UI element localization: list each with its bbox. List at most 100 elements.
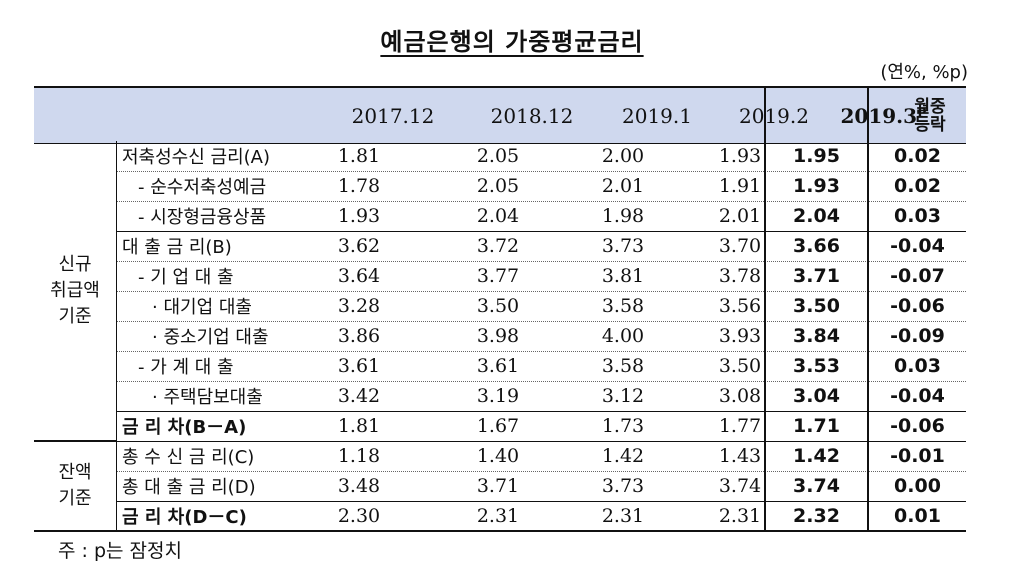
value-cell: 3.42	[337, 385, 381, 407]
change-value-cell: -0.04	[890, 235, 945, 257]
value-cell: 1.67	[476, 415, 520, 437]
row-label: 총 수 신 금 리(C)	[122, 447, 255, 468]
col-header-2019-1: 2019.1	[622, 103, 692, 128]
value-cell: 3.56	[718, 295, 762, 317]
value-cell: 1.81	[337, 415, 381, 437]
value-cell: 3.70	[718, 235, 762, 257]
row-label: · 대기업 대출	[152, 297, 252, 318]
value-cell: 4.00	[601, 325, 645, 347]
current-value-cell: 3.53	[793, 355, 840, 377]
value-cell: 2.30	[337, 505, 381, 527]
change-value-cell: 0.02	[894, 145, 941, 167]
row-divider	[116, 381, 966, 382]
value-cell: 2.01	[718, 205, 762, 227]
table-header: 2017.12 2018.12 2019.1 2019.2 2019.3ᴾ 월중…	[34, 86, 966, 144]
value-cell: 3.12	[601, 385, 645, 407]
current-value-cell: 1.93	[793, 175, 840, 197]
change-value-cell: -0.06	[890, 295, 945, 317]
group-new-line3: 기준	[58, 306, 92, 327]
value-cell: 3.61	[476, 355, 520, 377]
value-cell: 3.74	[718, 475, 762, 497]
value-cell: 3.19	[476, 385, 520, 407]
value-cell: 3.78	[718, 265, 762, 287]
change-value-cell: 0.03	[894, 205, 941, 227]
change-value-cell: 0.02	[894, 175, 941, 197]
row-divider	[116, 231, 966, 232]
unit-label: (연%, %p)	[880, 62, 968, 83]
table-row: 금 리 차(B－A) 1.81 1.67 1.73 1.77 1.71 -0.06	[34, 411, 966, 441]
current-value-cell: 3.71	[793, 265, 840, 287]
value-cell: 3.93	[718, 325, 762, 347]
value-cell: 3.50	[476, 295, 520, 317]
value-cell: 2.31	[718, 505, 762, 527]
current-value-cell: 3.84	[793, 325, 840, 347]
value-cell: 3.48	[337, 475, 381, 497]
table-row: 총 대 출 금 리(D) 3.48 3.71 3.73 3.74 3.74 0.00	[34, 471, 966, 501]
value-cell: 1.93	[337, 205, 381, 227]
row-divider	[116, 321, 966, 322]
change-line2: 등락	[914, 114, 946, 135]
value-cell: 3.86	[337, 325, 381, 347]
change-value-cell: -0.06	[890, 415, 945, 437]
value-cell: 2.05	[476, 145, 520, 167]
page-title: 예금은행의 가중평균금리	[380, 28, 644, 56]
value-cell: 1.77	[718, 415, 762, 437]
col-header-2017-12: 2017.12	[351, 103, 435, 128]
footnote: 주 : p는 잠정치	[58, 540, 182, 562]
value-cell: 1.78	[337, 175, 381, 197]
value-cell: 2.31	[476, 505, 520, 527]
change-value-cell: -0.04	[890, 385, 945, 407]
row-label: 대 출 금 리(B)	[122, 237, 232, 258]
col-header-2019-2: 2019.2	[739, 103, 809, 128]
group-new-issue: 신규 취급액 기준	[34, 141, 116, 441]
row-label: - 기 업 대 출	[138, 267, 234, 288]
value-cell: 1.40	[476, 445, 520, 467]
value-cell: 1.18	[337, 445, 381, 467]
table-row: - 가 계 대 출 3.61 3.61 3.58 3.50 3.53 0.03	[34, 351, 966, 381]
table-row: - 기 업 대 출 3.64 3.77 3.81 3.78 3.71 -0.07	[34, 261, 966, 291]
row-divider	[116, 171, 966, 172]
value-cell: 3.77	[476, 265, 520, 287]
col-header-change: 월중 등락	[894, 88, 966, 143]
row-label: - 가 계 대 출	[138, 357, 234, 378]
row-divider	[116, 501, 966, 502]
value-cell: 3.73	[601, 475, 645, 497]
value-cell: 2.00	[601, 145, 645, 167]
col-header-2018-12: 2018.12	[490, 103, 574, 128]
change-value-cell: -0.01	[890, 445, 945, 467]
row-label: · 주택담보대출	[152, 387, 263, 408]
group-new-line2: 취급액	[50, 280, 100, 301]
current-value-cell: 3.04	[793, 385, 840, 407]
current-value-cell: 1.71	[793, 415, 840, 437]
value-cell: 3.28	[337, 295, 381, 317]
value-cell: 3.58	[601, 355, 645, 377]
value-cell: 3.08	[718, 385, 762, 407]
value-cell: 1.91	[718, 175, 762, 197]
row-label: 금 리 차(B－A)	[122, 417, 247, 438]
table-row: - 시장형금융상품 1.93 2.04 1.98 2.01 2.04 0.03	[34, 201, 966, 231]
row-label: · 중소기업 대출	[152, 327, 269, 348]
table-bottom-border	[34, 530, 966, 532]
value-cell: 3.64	[337, 265, 381, 287]
value-cell: 3.73	[601, 235, 645, 257]
row-divider	[116, 261, 966, 262]
value-cell: 3.71	[476, 475, 520, 497]
value-cell: 3.58	[601, 295, 645, 317]
row-divider	[116, 201, 966, 202]
value-cell: 1.73	[601, 415, 645, 437]
table-row: · 중소기업 대출 3.86 3.98 4.00 3.93 3.84 -0.09	[34, 321, 966, 351]
current-value-cell: 3.50	[793, 295, 840, 317]
current-value-cell: 2.04	[793, 205, 840, 227]
group-new-line1: 신규	[58, 254, 92, 275]
group-divider	[116, 141, 117, 531]
value-cell: 3.61	[337, 355, 381, 377]
value-cell: 1.43	[718, 445, 762, 467]
table-row: 저축성수신 금리(A) 1.81 2.05 2.00 1.93 1.95 0.02	[34, 141, 966, 171]
change-value-cell: 0.01	[894, 505, 941, 527]
row-label: 저축성수신 금리(A)	[122, 147, 270, 168]
value-cell: 2.05	[476, 175, 520, 197]
table-row: 총 수 신 금 리(C) 1.18 1.40 1.42 1.43 1.42 -0.01	[34, 441, 966, 471]
table-row: · 주택담보대출 3.42 3.19 3.12 3.08 3.04 -0.04	[34, 381, 966, 411]
value-cell: 1.42	[601, 445, 645, 467]
table-row: · 대기업 대출 3.28 3.50 3.58 3.56 3.50 -0.06	[34, 291, 966, 321]
